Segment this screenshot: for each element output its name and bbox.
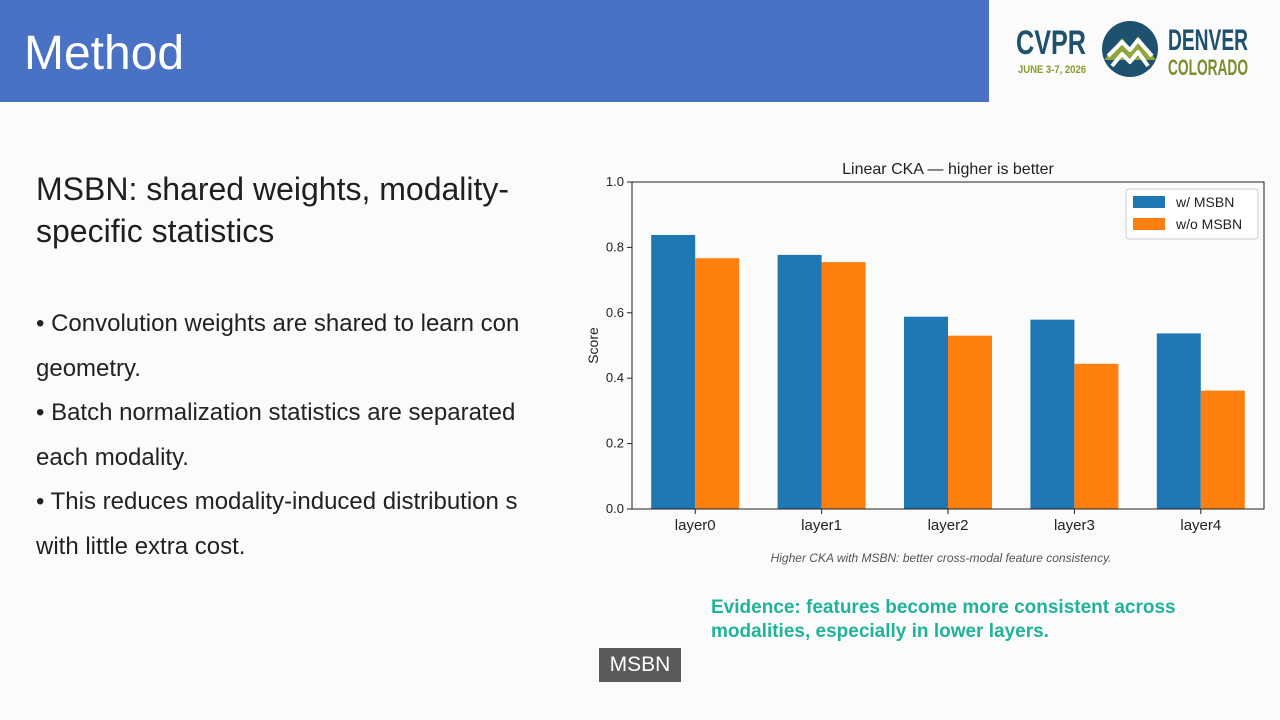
bullet-line: • Convolution weights are shared to lear… bbox=[36, 310, 520, 337]
bar-without-layer4 bbox=[1200, 390, 1245, 509]
y-tick-label: 1.0 bbox=[606, 174, 624, 189]
chart-note: Higher CKA with MSBN: better cross-modal… bbox=[771, 551, 1112, 565]
bar-without-layer3 bbox=[1074, 363, 1119, 509]
y-tick-label: 0.2 bbox=[606, 436, 624, 451]
section-heading: MSBN: shared weights, modality-specific … bbox=[36, 171, 510, 249]
x-tick-label: layer3 bbox=[1054, 517, 1095, 534]
y-tick-label: 0.6 bbox=[606, 305, 624, 320]
slide-title: Method bbox=[24, 27, 185, 80]
x-tick-label: layer1 bbox=[801, 517, 842, 534]
y-tick-label: 0.0 bbox=[606, 501, 624, 516]
bar-without-layer1 bbox=[821, 262, 866, 509]
y-axis-label: Score bbox=[585, 327, 601, 364]
mountain-icon bbox=[1102, 21, 1158, 77]
bar-with-layer1 bbox=[777, 254, 822, 509]
chart-title: Linear CKA — higher is better bbox=[842, 161, 1054, 178]
bullet-line: each modality. bbox=[36, 443, 189, 471]
x-tick-label: layer4 bbox=[1180, 517, 1221, 534]
bar-with-layer2 bbox=[904, 316, 948, 509]
legend-label: w/ MSBN bbox=[1175, 194, 1234, 210]
y-tick-label: 0.8 bbox=[606, 239, 624, 254]
bar-without-layer0 bbox=[695, 258, 740, 509]
bar-chart: Linear CKA — higher is better 0.0 0.2 0.4 0.… bbox=[585, 161, 1265, 565]
legend-label: w/o MSBN bbox=[1175, 216, 1242, 232]
bar-without-layer2 bbox=[948, 335, 992, 509]
x-tick-label: layer0 bbox=[675, 517, 716, 534]
header-bar bbox=[0, 0, 989, 102]
legend-swatch bbox=[1133, 196, 1165, 208]
bar-with-layer3 bbox=[1030, 319, 1075, 509]
evidence-text: Evidence: features become more consisten… bbox=[711, 597, 1176, 642]
logo-state: COLORADO bbox=[1168, 55, 1248, 80]
legend-swatch bbox=[1133, 218, 1165, 230]
bullet-line: • Batch normalization statistics are sep… bbox=[36, 399, 516, 426]
bullet-line: • This reduces modality-induced distribu… bbox=[36, 488, 518, 515]
y-tick-label: 0.4 bbox=[606, 370, 624, 385]
subtitle-caption: MSBN bbox=[599, 648, 681, 682]
logo-brand: CVPR bbox=[1016, 24, 1086, 62]
x-tick-label: layer2 bbox=[928, 517, 969, 534]
logo-city: DENVER bbox=[1168, 24, 1248, 57]
bullet-line: geometry. bbox=[36, 354, 141, 382]
bullet-line: with little extra cost. bbox=[36, 532, 246, 560]
cvpr-logo: CVPR JUNE 3-7, 2026 DENVER COLORADO bbox=[1016, 21, 1248, 80]
bar-with-layer0 bbox=[651, 234, 696, 509]
bar-with-layer4 bbox=[1156, 333, 1201, 509]
bullet-list: • Convolution weights are shared to lear… bbox=[36, 302, 568, 582]
logo-dates: JUNE 3-7, 2026 bbox=[1018, 64, 1086, 76]
